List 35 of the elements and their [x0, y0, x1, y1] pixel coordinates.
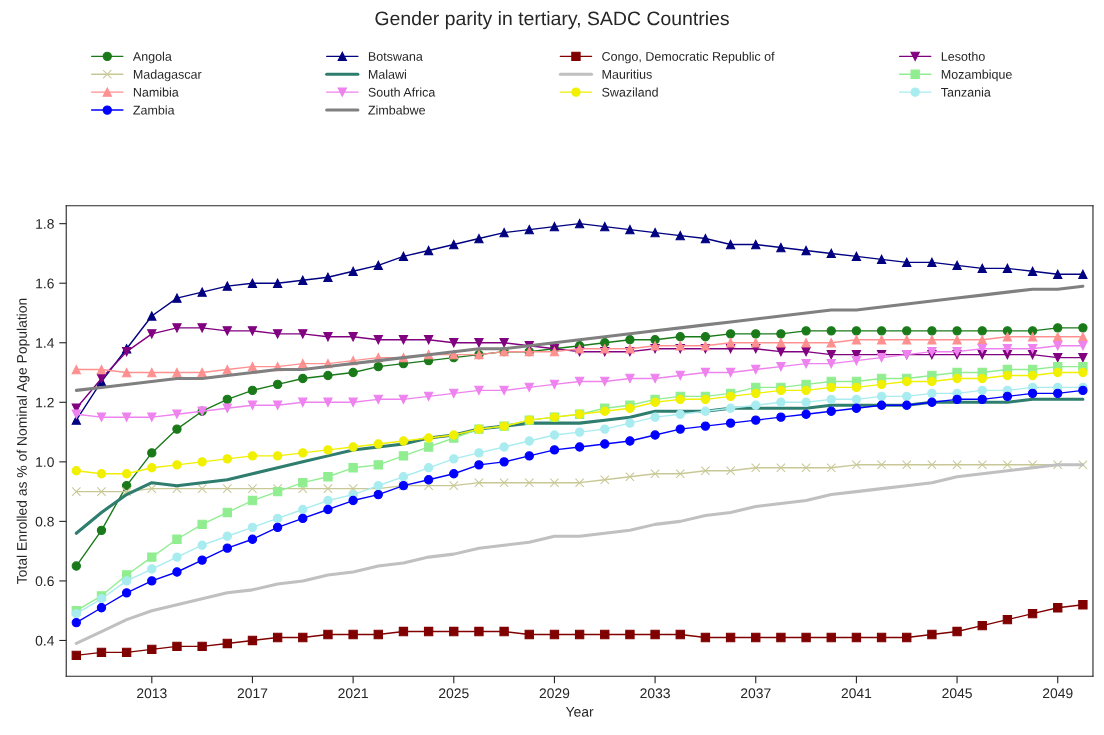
legend-label: Malawi	[368, 69, 406, 79]
x-tick-label: 2037	[741, 688, 771, 699]
x-tick-label: 2025	[439, 688, 469, 699]
legend-label: South Africa	[368, 87, 436, 97]
legend-label: Lesotho	[941, 51, 985, 61]
y-tick-label: 0.6	[35, 576, 54, 587]
x-tick-label: 2013	[137, 688, 167, 699]
y-axis-title: Total Enrolled as % of Nominal Age Population	[16, 298, 30, 584]
legend-label: Swaziland	[602, 87, 658, 97]
chart-title: Gender parity in tertiary, SADC Countries	[375, 11, 729, 30]
legend-label: Angola	[132, 51, 172, 64]
y-tick-label: 0.4	[35, 635, 55, 646]
legend-label: Botswana	[368, 52, 423, 61]
legend-label: Mauritius	[602, 69, 652, 79]
y-tick-label: 1.6	[36, 278, 54, 289]
legend-label: Mozambique	[941, 69, 1012, 82]
legend-label: Zambia	[133, 105, 175, 115]
y-tick-label: 0.8	[35, 516, 54, 527]
legend-label: Tanzania	[941, 87, 991, 97]
legend-label: Madagascar	[133, 69, 202, 82]
x-tick-label: 2029	[539, 688, 570, 699]
y-tick-label: 1.2	[36, 397, 54, 408]
y-tick-label: 1.4	[36, 338, 55, 348]
x-tick-label: 2021	[338, 688, 368, 699]
x-tick-label: 2045	[942, 688, 972, 699]
legend-label: Namibia	[133, 87, 179, 97]
x-tick-label: 2049	[1042, 688, 1073, 699]
legend-label: Congo, Democratic Republic of	[602, 51, 775, 64]
y-tick-label: 1.8	[36, 219, 54, 229]
y-tick-label: 1.0	[36, 457, 54, 468]
x-tick-label: 2017	[237, 688, 268, 699]
legend-label: Zimbabwe	[368, 105, 426, 115]
x-axis-title: Year	[565, 707, 594, 717]
x-tick-label: 2041	[841, 688, 872, 699]
x-tick-label: 2033	[640, 688, 670, 699]
